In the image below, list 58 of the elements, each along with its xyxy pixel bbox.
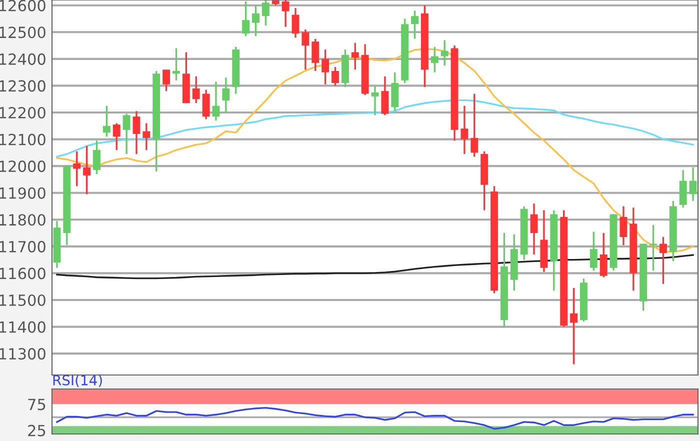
candlestick [322, 48, 330, 86]
y-tick-label: 12000 [0, 160, 46, 172]
y-tick-label: 12500 [0, 26, 46, 38]
candlestick [371, 84, 379, 116]
candlestick [242, 0, 250, 37]
candlestick [252, 4, 260, 37]
y-tick-label: 11500 [0, 294, 46, 306]
candlestick [570, 287, 578, 366]
candlestick [262, 0, 270, 26]
candlestick [332, 66, 339, 87]
y-tick-label: 11400 [0, 321, 46, 333]
y-tick-label: 12600 [0, 0, 46, 12]
candlestick [530, 202, 538, 256]
y-tick-label: 11700 [0, 240, 46, 252]
candlestick [312, 38, 320, 72]
candlestick [122, 113, 130, 155]
candlestick [600, 232, 608, 278]
candlestick [650, 224, 658, 272]
line-series [56, 48, 694, 253]
line-series [56, 407, 694, 430]
y-tick-label: 11800 [0, 214, 46, 226]
candlestick [292, 7, 300, 38]
candlestick [590, 230, 598, 272]
y-tick-label: 25 [28, 424, 46, 436]
candlestick [132, 110, 140, 155]
candlestick [212, 80, 220, 122]
candlestick [282, 0, 290, 28]
y-tick-label: 12100 [0, 134, 46, 146]
candlestick [460, 104, 468, 155]
candlestick [142, 122, 150, 151]
chart-title: RSI(14) [53, 374, 102, 388]
candlestick [302, 28, 310, 70]
candlestick [192, 76, 200, 104]
y-tick-label: 11600 [0, 268, 46, 280]
candlestick [92, 140, 100, 175]
candlestick [411, 10, 418, 40]
candlestick [430, 46, 438, 74]
y-tick-label: 12400 [0, 53, 46, 65]
candlestick [440, 39, 448, 66]
y-tick-label: 75 [28, 398, 46, 410]
candlestick [112, 122, 120, 151]
y-tick-label: 11300 [0, 348, 46, 360]
candlestick [162, 68, 170, 92]
candlestick [202, 88, 210, 120]
y-tick-label: 11900 [0, 187, 46, 199]
y-tick-label: 12200 [0, 106, 46, 119]
candlestick [351, 42, 359, 70]
candlestick [381, 76, 389, 116]
candlestick [222, 76, 230, 114]
candlestick [73, 150, 81, 187]
candlestick [689, 166, 697, 202]
candlestick [102, 104, 110, 138]
candlestick [83, 145, 91, 196]
y-tick-label: 12300 [0, 80, 46, 92]
candlestick [620, 205, 628, 246]
candlestick [659, 236, 667, 285]
candlestick [172, 47, 180, 82]
candlestick [470, 92, 478, 158]
